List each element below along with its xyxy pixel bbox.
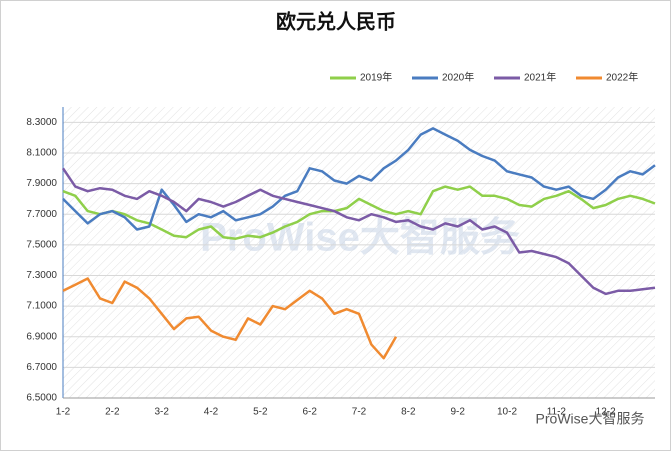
- x-tick-label: 8-2: [401, 407, 416, 418]
- legend-label: 2020年: [442, 71, 474, 84]
- x-tick-label: 9-2: [450, 407, 465, 418]
- x-tick-label: 12-2: [596, 407, 616, 418]
- series-line: [62, 277, 398, 360]
- x-tick-label: 3-2: [154, 407, 169, 418]
- legend-label: 2021年: [524, 71, 556, 84]
- y-tick-label: 7.3000: [26, 270, 57, 281]
- x-tick-label: 10-2: [497, 407, 517, 418]
- y-tick-label: 8.1000: [26, 148, 57, 159]
- series-line: [62, 127, 656, 231]
- y-tick-label: 7.5000: [26, 239, 57, 250]
- y-tick-label: 6.7000: [26, 362, 57, 373]
- plot-area: [63, 107, 655, 398]
- y-tick-label: 7.1000: [26, 301, 57, 312]
- series-line: [61, 167, 656, 296]
- chart-title: 欧元兑人民币: [276, 10, 396, 34]
- x-tick-label: 5-2: [253, 407, 268, 418]
- x-tick-label: 4-2: [204, 407, 219, 418]
- y-tick-label: 6.9000: [26, 331, 57, 342]
- y-tick-label: 7.9000: [26, 178, 57, 189]
- x-tick-label: 6-2: [302, 407, 317, 418]
- legend-label: 2022年: [606, 71, 638, 84]
- x-tick-label: 2-2: [105, 407, 120, 418]
- series-line: [62, 185, 656, 240]
- legend-label: 2019年: [360, 71, 392, 84]
- y-tick-label: 7.7000: [26, 209, 57, 220]
- x-tick-label: 7-2: [352, 407, 367, 418]
- x-tick-label: 11-2: [547, 407, 567, 418]
- footer: ProWise大智服务: [536, 411, 645, 427]
- y-tick-label: 8.3000: [26, 117, 57, 128]
- x-tick-label: 1-2: [56, 407, 71, 418]
- y-tick-label: 6.5000: [26, 393, 57, 404]
